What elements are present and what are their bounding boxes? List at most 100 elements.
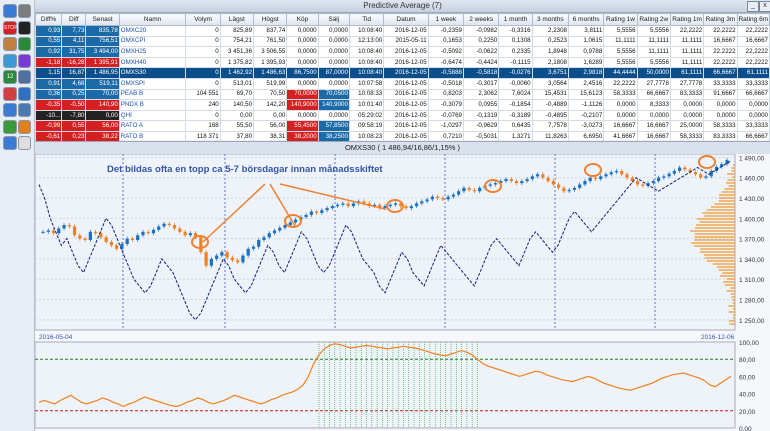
person-icon[interactable]	[3, 37, 17, 51]
table-cell: 22,2222	[704, 57, 737, 68]
chart4-icon[interactable]	[3, 136, 17, 150]
table-cell: -0,0769	[428, 110, 463, 121]
yin-yang-icon[interactable]	[18, 21, 31, 35]
volume-profile-bar	[719, 200, 735, 202]
info-icon[interactable]	[3, 54, 17, 68]
candle-body	[215, 256, 218, 259]
table-cell: 0,0000	[637, 110, 670, 121]
column-header-11[interactable]: 1 week	[428, 14, 463, 26]
column-header-0[interactable]: Diff%	[36, 14, 62, 26]
column-header-2[interactable]: Senast	[86, 14, 119, 26]
table-cell: 16,6667	[637, 121, 670, 132]
candle-body	[557, 184, 560, 187]
table-cell: 2016-12-05	[384, 26, 428, 37]
candle-body	[562, 188, 565, 191]
table-cell: 0,6435	[499, 121, 532, 132]
scissors-icon[interactable]	[18, 4, 31, 18]
candle-body	[205, 252, 208, 266]
table-cell: -0,2359	[428, 26, 463, 37]
candle-body	[173, 225, 176, 228]
column-header-18[interactable]: Rating 1m	[670, 14, 703, 26]
table-cell: 58,3333	[604, 89, 637, 100]
anchor-icon[interactable]	[18, 103, 31, 117]
calendar-icon[interactable]: 12	[3, 70, 17, 84]
table-cell: 31,75	[62, 47, 86, 58]
volume-profile-bar	[731, 293, 735, 295]
candle-body	[231, 258, 234, 261]
table-row[interactable]: -1,18 -16,28 1 395,91 OMXH40 0 1 375,82 1 395,…	[36, 57, 770, 68]
table-cell: 10:08:40	[349, 57, 383, 68]
close-button[interactable]: x	[759, 1, 770, 12]
table-cell: 10:08:33	[349, 89, 383, 100]
stop-icon[interactable]: STOP	[3, 21, 17, 35]
column-header-19[interactable]: Rating 3m	[704, 14, 737, 26]
chart2-icon[interactable]	[3, 120, 17, 134]
table-cell: 3 506,55	[254, 47, 287, 58]
candle-body	[431, 197, 434, 200]
minimize-button[interactable]: _	[747, 1, 759, 12]
table-cell: 1 395,91	[86, 57, 119, 68]
volume-profile-bar	[725, 284, 735, 286]
table-cell: -0,0276	[499, 68, 532, 79]
candle-body	[289, 222, 292, 225]
column-header-12[interactable]: 2 weeks	[464, 14, 499, 26]
table-row[interactable]: -10... -7,80 0,00 QHI 0 0,00 0,00 0,0000 0,0000 0…	[36, 110, 770, 121]
column-header-20[interactable]: Rating 6m	[737, 14, 769, 26]
candle-body	[178, 228, 181, 231]
table-cell: 2016-12-05	[384, 78, 428, 89]
table-row[interactable]: 0,55 4,11 756,51 OMXCPI 0 754,21 761,50 0,0000 0…	[36, 36, 770, 47]
table-cell: 09:58:19	[349, 121, 383, 132]
table-row[interactable]: 0,91 4,68 519,11 OMXSPI 0 513,01 519,99 0,0000 0…	[36, 78, 770, 89]
column-header-4[interactable]: Volym	[186, 14, 220, 26]
column-header-10[interactable]: Datum	[384, 14, 428, 26]
table-cell: 0,0000	[670, 110, 703, 121]
table-row[interactable]: -0,35 -0,50 140,90 PNDX B 240 140,50 142,20 140…	[36, 100, 770, 111]
table-cell: -1,0297	[428, 121, 463, 132]
table-cell: 5,5556	[637, 26, 670, 37]
volume-profile-bar	[719, 194, 735, 196]
table-row[interactable]: 0,93 7,73 835,78 OMXC20 0 825,89 837,74 0,0000 0…	[36, 26, 770, 37]
chart3-icon[interactable]	[18, 120, 31, 134]
column-header-3[interactable]: Namn	[119, 14, 186, 26]
column-header-13[interactable]: 1 month	[499, 14, 532, 26]
wrench-icon[interactable]	[3, 4, 17, 18]
candle-body	[704, 176, 707, 177]
table-row[interactable]: -0,99 0,55 56,00 RATO A 168 55,50 56,00 55,4500…	[36, 121, 770, 132]
table-cell: 0,2250	[464, 36, 499, 47]
column-header-6[interactable]: Högst	[254, 14, 287, 26]
table-row[interactable]: 0,92 31,75 3 494,00 OMXH25 0 3 451,36 3 506,55…	[36, 47, 770, 58]
column-header-17[interactable]: Rating 2w	[637, 14, 670, 26]
column-header-1[interactable]: Diff	[62, 14, 86, 26]
table-cell: 2,2308	[532, 26, 568, 37]
table-cell: -0,3079	[428, 100, 463, 111]
candle-body	[294, 220, 297, 223]
candle-body	[252, 247, 255, 249]
candle-body	[199, 237, 202, 252]
list-icon[interactable]	[18, 70, 31, 84]
column-header-9[interactable]: Tid	[349, 14, 383, 26]
price-chart: 1 490,001 460,001 430,001 400,001 370,00…	[35, 154, 770, 431]
column-header-7[interactable]: Köp	[287, 14, 318, 26]
chart-icon[interactable]	[3, 87, 17, 101]
table-cell: 10:01:40	[349, 100, 383, 111]
column-header-8[interactable]: Sälj	[318, 14, 349, 26]
candle-body	[352, 203, 355, 206]
candle-body	[326, 208, 329, 210]
table-cell: 66,6667	[704, 68, 737, 79]
table-cell: 1,0615	[568, 36, 603, 47]
table-row[interactable]: 1,15 16,87 1 486,95 OMXS30 0 1 462,92 1 486,63…	[36, 68, 770, 79]
table-cell: -0,5018	[428, 78, 463, 89]
help-icon[interactable]	[18, 54, 31, 68]
table-cell: 0,1653	[428, 36, 463, 47]
candle-body	[673, 171, 676, 174]
column-header-15[interactable]: 6 months	[568, 14, 603, 26]
column-header-16[interactable]: Rating 1w	[604, 14, 637, 26]
column-header-14[interactable]: 3 months	[532, 14, 568, 26]
people-icon[interactable]	[18, 37, 31, 51]
table-row[interactable]: 0,36 0,25 70,00 PEAB B 104 551 69,70 70,50 70,0…	[36, 89, 770, 100]
table-cell: 11,1111	[604, 36, 637, 47]
book-icon[interactable]	[3, 103, 17, 117]
page-icon[interactable]	[18, 136, 31, 150]
globe-icon[interactable]	[18, 87, 31, 101]
column-header-5[interactable]: Lägst	[220, 14, 253, 26]
